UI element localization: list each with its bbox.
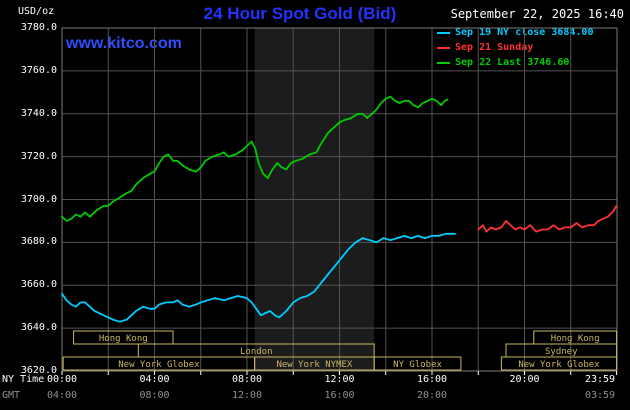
- x-tick-label-ny: 23:59: [584, 374, 616, 385]
- session-label: NY Globex: [393, 360, 442, 370]
- x-tick-label-gmt: 03:59: [584, 390, 616, 401]
- legend-line-swatch: [437, 31, 450, 34]
- legend-item-sep21: Sep 21 Sunday: [437, 40, 593, 55]
- x-tick-label-ny: 20:00: [509, 374, 540, 385]
- x-tick-label-gmt: 16:00: [324, 390, 355, 401]
- y-tick-label: 3640.0: [20, 322, 57, 334]
- kitco-website-link[interactable]: www.kitco.com: [66, 35, 182, 52]
- legend-item-sep22: Sep 22 Last 3746.60: [437, 55, 593, 70]
- legend-line-swatch: [437, 46, 450, 49]
- units-label: USD/oz: [18, 6, 55, 17]
- session-label: New York Globex: [118, 360, 200, 370]
- session-label: Hong Kong: [99, 334, 148, 344]
- y-tick-label: 3720.0: [20, 150, 57, 162]
- session-box: [500, 356, 618, 371]
- y-tick-label: 3620.0: [20, 365, 57, 376]
- session-box: [73, 330, 174, 345]
- session-box: [373, 356, 462, 371]
- x-tick-label-ny: 08:00: [231, 374, 263, 385]
- session-label: New York Globex: [518, 360, 600, 370]
- y-tick-label: 3680.0: [20, 236, 57, 248]
- x-tick-label-ny: 04:00: [139, 374, 170, 385]
- x-tick-label-gmt: 08:00: [139, 390, 170, 401]
- session-label: Sydney: [545, 347, 578, 357]
- series-sep22-last: [61, 95, 449, 222]
- x-tick-label-gmt: 12:00: [231, 390, 263, 401]
- series-sep21-sunday: [477, 204, 618, 233]
- y-tick-label: 3780.0: [20, 22, 57, 33]
- datetime-label: September 22, 2025 16:40: [450, 7, 624, 21]
- session-label: London: [240, 347, 273, 357]
- x-tick-label-gmt: 04:00: [46, 390, 78, 401]
- ny-time-axis-caption: NY Time: [2, 374, 45, 385]
- x-tick-label-ny: 16:00: [416, 374, 448, 385]
- x-tick-label-ny: 12:00: [324, 374, 355, 385]
- y-tick-label: 3760.0: [20, 64, 57, 76]
- legend-label: Sep 22 Last 3746.60: [455, 57, 570, 68]
- y-tick-label: 3660.0: [20, 279, 57, 291]
- x-tick-label-ny: 00:00: [46, 374, 78, 385]
- legend-label: Sep 21 Sunday: [455, 42, 534, 53]
- gmt-axis-caption: GMT: [2, 390, 21, 401]
- series-sep19-ny-close: [61, 232, 457, 323]
- session-label: Hong Kong: [551, 334, 600, 344]
- session-label: New York NYMEX: [276, 360, 352, 370]
- y-tick-label: 3740.0: [20, 107, 57, 119]
- legend-line-swatch: [437, 61, 450, 64]
- chart-title: 24 Hour Spot Gold (Bid): [203, 4, 397, 23]
- x-tick-label-gmt: 20:00: [416, 390, 448, 401]
- y-tick-label: 3700.0: [20, 193, 57, 205]
